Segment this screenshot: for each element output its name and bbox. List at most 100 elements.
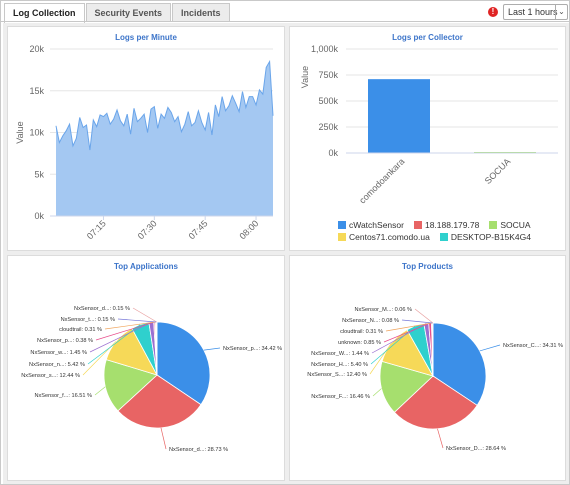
pie-label: NxSensor_d...: 0.15 %: [74, 306, 130, 312]
pie-connector: [132, 307, 157, 323]
pie-label: NxSensor_p...: 0.38 %: [37, 338, 93, 344]
top-applications-panel: Top Applications NxSensor_p...: 34.42 % N…: [7, 255, 285, 481]
x-tick-label: 07:45: [187, 218, 210, 241]
pie-label: unknown: 0.85 %: [338, 340, 381, 346]
legend-item[interactable]: SOCUA: [489, 220, 531, 230]
y-tick-label: 250k: [318, 122, 338, 132]
top-products-pie: NxSensor_C...: 34.31 % NxSensor_D...: 28.…: [307, 307, 563, 452]
pie-label: NxSensor_w...: 1.45 %: [30, 350, 87, 356]
pie-connector: [369, 342, 392, 375]
pie-connector: [94, 386, 106, 396]
y-tick-label: 1,000k: [311, 44, 339, 54]
series-line: [55, 59, 274, 151]
pie-label: NxSensor_t...: 0.15 %: [61, 317, 115, 323]
pie-connector: [401, 319, 433, 324]
y-tick-label: 20k: [29, 44, 44, 54]
pie-label: NxSensor_d...: 28.73 %: [169, 447, 228, 453]
logs-per-minute-panel: Logs per Minute 0k 5k 10k 15k 20k Value 07:15 0…: [7, 26, 285, 251]
legend-item[interactable]: DESKTOP-B15K4G4: [439, 232, 531, 242]
collector-legend: cWatchSensor 18.188.179.78 SOCUA Centos7…: [338, 220, 568, 244]
y-tick-label: 5k: [34, 169, 44, 179]
pie-connector: [385, 322, 433, 332]
pie-connector: [95, 321, 155, 341]
legend-label: Centos71.comodo.ua: [349, 232, 430, 242]
legend-item[interactable]: 18.188.179.78: [413, 220, 480, 230]
pie-connector: [87, 324, 141, 365]
alert-icon[interactable]: !: [488, 7, 498, 17]
pie-label: NxSensor_F...: 16.46 %: [311, 394, 370, 400]
y-tick-label: 750k: [318, 70, 338, 80]
legend-swatch: [338, 233, 346, 241]
tab-bar: Log Collection Security Events Incidents: [4, 3, 231, 23]
pie-label: NxSensor_W...: 1.44 %: [311, 351, 369, 357]
legend-swatch: [439, 233, 448, 241]
panel-title: Logs per Collector: [392, 33, 463, 42]
bar: [368, 79, 430, 153]
panel-title: Logs per Minute: [115, 33, 177, 42]
tab-security-events[interactable]: Security Events: [85, 3, 172, 22]
pie-label: NxSensor_S...: 12.40 %: [307, 372, 367, 378]
tab-incidents[interactable]: Incidents: [172, 3, 230, 22]
y-axis-label: Value: [300, 66, 310, 88]
pie-connector: [372, 388, 382, 397]
pie-slice: [393, 375, 478, 430]
top-applications-pie: NxSensor_p...: 34.42 % NxSensor_d...: 28.…: [21, 306, 282, 453]
pie-label: NxSensor_s...: 12.44 %: [21, 373, 80, 379]
pie-label: NxSensor_p...: 34.42 %: [223, 346, 282, 352]
chevron-down-icon[interactable]: ⌄: [555, 5, 567, 19]
legend-label: DESKTOP-B15K4G4: [450, 232, 531, 242]
pie-slice: [103, 359, 158, 412]
y-tick-label: 10k: [29, 128, 44, 138]
legend-item[interactable]: Centos71.comodo.ua: [338, 232, 430, 242]
pie-label: NxSensor_N...: 0.08 %: [342, 318, 399, 324]
y-tick-label: 0k: [328, 148, 338, 158]
x-tick-label: 07:30: [136, 218, 159, 241]
pie-label: NxSensor_f...: 16.51 %: [34, 393, 92, 399]
logs-per-minute-chart: 0k 5k 10k 15k 20k Value 07:15 07:30 07:45 08:00: [15, 44, 274, 241]
pie-label: NxSensor_D...: 28.64 %: [446, 446, 506, 452]
pie-label: NxSensor_n...: 5.42 %: [29, 362, 85, 368]
pie-connector: [160, 427, 167, 450]
legend-swatch: [413, 221, 422, 229]
logs-per-collector-panel: Logs per Collector 0k 250k 500k 750k 1,000k V…: [289, 26, 566, 251]
tab-divider: [1, 21, 570, 22]
legend-item[interactable]: cWatchSensor: [338, 220, 404, 230]
pie-label: cloudtrail: 0.31 %: [59, 327, 102, 333]
pie-connector: [117, 318, 157, 323]
pie-connector: [479, 344, 501, 352]
legend-label: cWatchSensor: [349, 220, 404, 230]
pie-slice: [379, 360, 434, 413]
top-products-panel: Top Products NxSensor_C...: 34.31 % NxSen…: [289, 255, 566, 481]
y-axis-label: Value: [15, 121, 25, 143]
time-range-value: Last 1 hours: [508, 7, 558, 17]
legend-label: 18.188.179.78: [424, 220, 480, 230]
y-tick-label: 500k: [318, 96, 338, 106]
legend-label: SOCUA: [500, 220, 531, 230]
pie-connector: [104, 321, 156, 330]
x-tick-label: 07:15: [85, 218, 108, 241]
logs-per-collector-chart: 0k 250k 500k 750k 1,000k Value comodoankara SOC…: [300, 44, 558, 206]
panel-title: Top Applications: [114, 262, 178, 271]
panel-title: Top Products: [402, 262, 453, 271]
x-tick-label: comodoankara: [357, 156, 406, 205]
x-tick-label: 08:00: [237, 218, 260, 241]
legend-swatch: [489, 221, 498, 229]
y-tick-label: 0k: [34, 211, 44, 221]
tab-log-collection[interactable]: Log Collection: [4, 3, 85, 23]
pie-label: NxSensor_H...: 5.40 %: [311, 362, 368, 368]
pie-slice: [156, 321, 211, 406]
y-tick-label: 15k: [29, 86, 44, 96]
x-tick-label: SOCUA: [483, 156, 513, 186]
pie-connector: [414, 308, 434, 324]
pie-label: NxSensor_C...: 34.31 %: [503, 343, 563, 349]
legend-swatch: [338, 221, 346, 229]
pie-connector: [89, 321, 152, 353]
area-fill: [56, 61, 273, 217]
time-range-select[interactable]: Last 1 hours ⌄: [503, 4, 568, 20]
pie-label: cloudtrail: 0.31 %: [340, 329, 383, 335]
pie-connector: [383, 322, 431, 343]
pie-label: NxSensor_M...: 0.06 %: [354, 307, 412, 313]
pie-connector: [203, 347, 221, 351]
pie-connector: [437, 428, 444, 449]
